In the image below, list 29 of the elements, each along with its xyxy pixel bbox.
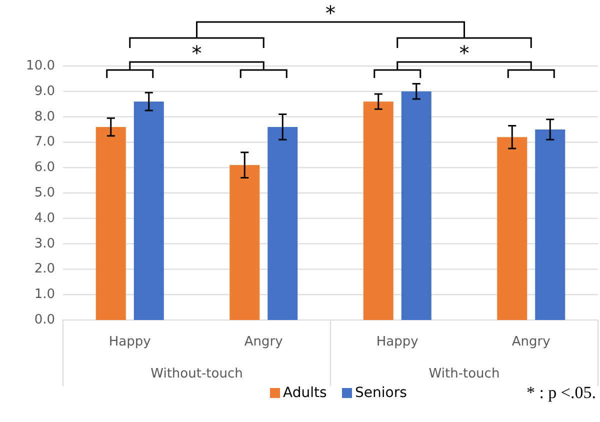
bar xyxy=(497,137,528,320)
bar xyxy=(363,102,394,320)
x-tick-label: Angry xyxy=(512,334,551,350)
legend-label: Seniors xyxy=(355,384,407,401)
y-tick-label: 2.0 xyxy=(34,262,55,277)
y-tick-label: 6.0 xyxy=(34,160,55,176)
x-tick-label: Happy xyxy=(376,334,419,350)
bar xyxy=(230,165,260,320)
bar xyxy=(96,126,126,320)
bar xyxy=(134,102,164,320)
bar xyxy=(535,130,566,320)
x-tick-label: Angry xyxy=(244,334,284,350)
y-tick-label: 10.0 xyxy=(26,58,55,74)
significance-bracket: * xyxy=(374,41,555,78)
text: With-touch xyxy=(428,366,500,382)
text: Without-touch xyxy=(150,366,243,382)
y-tick-label: 4.0 xyxy=(34,210,55,226)
bar xyxy=(268,126,298,320)
y-tick-label: 5.0 xyxy=(34,186,55,201)
text: * : p <.05. xyxy=(526,382,596,402)
y-tick-label: 8.0 xyxy=(34,109,55,124)
y-tick-label: 7.0 xyxy=(34,134,55,150)
legend-label: Adults xyxy=(283,384,327,401)
bar xyxy=(401,91,432,320)
y-tick-label: 1.0 xyxy=(34,287,55,302)
x-tick-label: Happy xyxy=(108,334,152,350)
y-tick-label: 9.0 xyxy=(34,84,55,99)
y-tick-label: 3.0 xyxy=(34,236,55,252)
y-tick-label: 0.0 xyxy=(34,312,55,328)
